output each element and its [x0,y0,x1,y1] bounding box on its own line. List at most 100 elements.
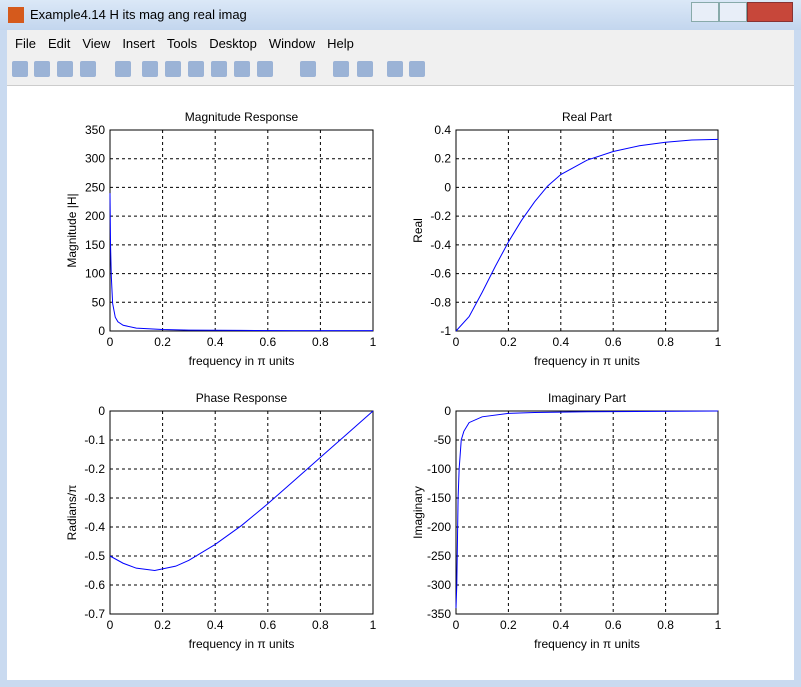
y-tick-label: -0.4 [84,520,105,534]
x-axis-label: frequency in π units [534,637,640,651]
tool-button[interactable] [357,61,373,77]
x-tick-label: 0.2 [154,618,171,632]
tool-button[interactable] [188,61,204,77]
x-tick-label: 1 [715,335,722,349]
menu-item[interactable]: Desktop [209,36,257,51]
x-tick-label: 0.2 [154,335,171,349]
x-tick-label: 0 [453,335,460,349]
y-tick-label: 0.2 [434,152,451,166]
menu-item[interactable]: Insert [122,36,155,51]
x-tick-label: 0.4 [207,618,224,632]
menu-item[interactable]: Edit [47,36,71,51]
axes-box [109,129,374,332]
y-tick-label: -0.6 [430,267,451,281]
minimize[interactable] [691,2,719,22]
y-tick-label: -300 [427,578,451,592]
x-axis-label: frequency in π units [534,354,640,368]
x-tick-label: 0 [453,618,460,632]
axes-box [455,410,719,615]
y-tick-label: 0.4 [434,123,451,137]
maximize[interactable] [719,2,747,22]
y-tick-label: -0.3 [84,491,105,505]
y-tick-label: -200 [427,520,451,534]
tool-button[interactable] [387,61,403,77]
tool-button[interactable] [409,61,425,77]
y-tick-label: -0.8 [430,295,451,309]
x-tick-label: 1 [370,618,377,632]
y-tick-label: -0.4 [430,238,451,252]
tool-button[interactable] [333,61,349,77]
tool-button[interactable] [142,61,158,77]
y-tick-label: -1 [440,324,451,338]
x-tick-label: 0.6 [259,335,276,349]
y-tick-label: -0.1 [84,433,105,447]
axes-box [109,410,374,615]
tool-button[interactable] [115,61,131,77]
tool-button[interactable] [80,61,96,77]
y-axis-label: Magnitude |H| [65,193,79,267]
x-axis-label: frequency in π units [189,354,295,368]
tool-button[interactable] [12,61,28,77]
x-tick-label: 0.2 [500,335,517,349]
figure: Magnitude Response frequency in π units Ma… [7,86,794,680]
menu-item[interactable]: Help [327,36,354,51]
y-tick-label: 50 [92,295,106,309]
y-tick-label: -350 [427,607,451,621]
y-axis-label: Radians/π [65,485,79,541]
y-tick-label: 350 [85,123,105,137]
y-tick-label: 200 [85,209,105,223]
x-tick-label: 0.8 [657,618,674,632]
data-line [109,193,374,332]
y-tick-label: 0 [98,404,105,418]
x-tick-label: 0.4 [552,618,569,632]
title-bar: Example4.14 H its mag ang real imag [0,0,801,30]
app-icon [8,7,24,23]
x-tick-label: 0.6 [259,618,276,632]
y-axis-label: Real [411,218,425,243]
menu-item[interactable]: Tools [166,36,198,51]
tool-button[interactable] [211,61,227,77]
menu-item[interactable]: File [15,36,36,51]
x-tick-label: 0 [107,335,114,349]
window-title: Example4.14 H its mag ang real imag [30,7,247,22]
y-tick-label: 250 [85,180,105,194]
y-tick-label: -150 [427,491,451,505]
y-tick-label: 0 [444,180,451,194]
chart-title: Imaginary Part [548,391,627,405]
y-tick-label: 100 [85,267,105,281]
y-tick-label: -0.7 [84,607,105,621]
y-tick-label: -100 [427,462,451,476]
x-tick-label: 0.2 [500,618,517,632]
tool-button[interactable] [300,61,316,77]
menu-item[interactable]: View [82,36,111,51]
x-tick-label: 1 [370,335,377,349]
y-tick-label: -0.2 [430,209,451,223]
data-line [455,410,719,609]
y-tick-label: -0.6 [84,578,105,592]
y-tick-label: 0 [98,324,105,338]
y-tick-label: -250 [427,549,451,563]
x-tick-label: 0.4 [552,335,569,349]
x-tick-label: 1 [715,618,722,632]
x-tick-label: 0.6 [605,618,622,632]
tool-button[interactable] [57,61,73,77]
x-tick-label: 0.8 [312,335,329,349]
close[interactable] [747,2,793,22]
chart-title: Magnitude Response [185,110,299,124]
toolbar [7,55,794,86]
tool-button[interactable] [257,61,273,77]
menu-bar: File Edit View Insert Tools Desktop Window Help [7,30,794,55]
y-tick-label: -0.2 [84,462,105,476]
menu-item[interactable]: Window [268,36,316,51]
data-line [455,138,719,332]
y-tick-label: 0 [444,404,451,418]
axes-box [455,129,719,332]
tool-button[interactable] [234,61,250,77]
y-tick-label: 150 [85,238,105,252]
y-axis-label: Imaginary [411,486,425,539]
tool-button[interactable] [165,61,181,77]
tool-button[interactable] [34,61,50,77]
x-tick-label: 0.4 [207,335,224,349]
y-tick-label: 300 [85,152,105,166]
